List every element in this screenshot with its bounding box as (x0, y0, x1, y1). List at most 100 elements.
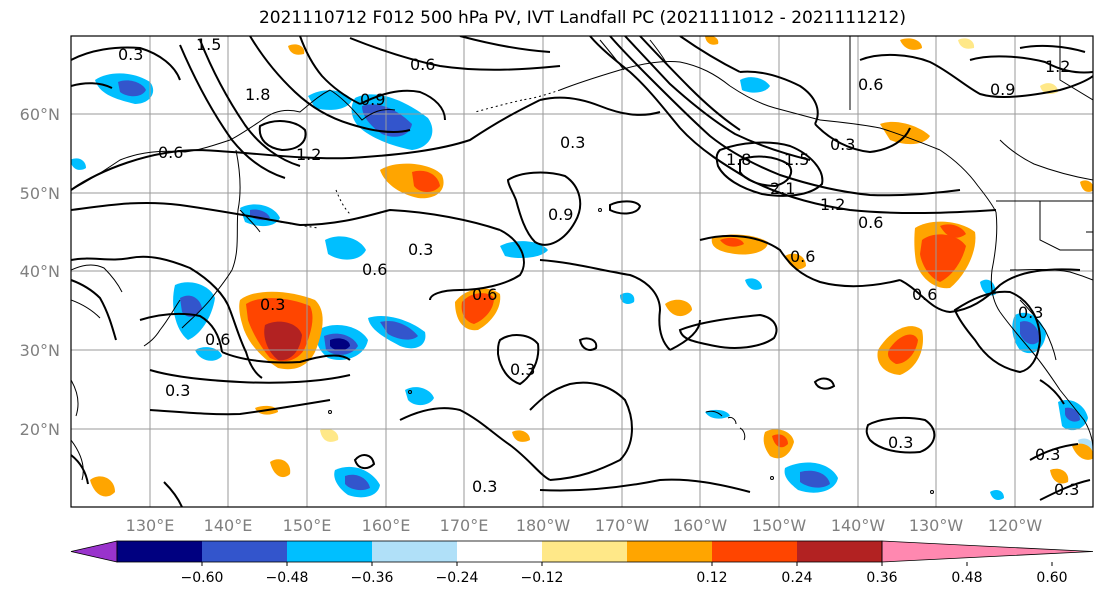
lon-label: 160°W (673, 516, 728, 535)
pv-positive-area (270, 459, 291, 478)
contour-labels: 0.3 0.3 0.3 0.3 0.3 0.3 0.3 0.3 0.3 0.3 … (118, 35, 1079, 499)
colorbar-segment (457, 541, 542, 562)
colorbar-extension-low (70, 540, 118, 563)
lon-label: 150°W (752, 516, 807, 535)
pv-positive-area (461, 293, 494, 324)
pv-negative-area (800, 470, 830, 488)
colorbar-segment (117, 541, 202, 562)
pv-positive-area (888, 334, 918, 364)
contour-label: 0.9 (990, 80, 1015, 99)
lon-label: 180°W (516, 516, 571, 535)
contour-label: 0.3 (260, 295, 285, 314)
colorbar-tick-label: 0.12 (696, 570, 727, 586)
lon-label: 140°E (204, 516, 253, 535)
colorbar: −0.60 −0.48 −0.36 −0.24 −0.12 0.12 0.24 0.36 0.4… (70, 540, 1094, 586)
contour-label: 0.3 (165, 381, 190, 400)
pv-positive-area (720, 237, 744, 247)
pv-contours (71, 36, 1093, 507)
pv-positive-area (940, 224, 966, 238)
contour-label: 1.2 (296, 145, 321, 164)
contour-label: 0.6 (410, 55, 435, 74)
pv-negative-area (308, 90, 352, 110)
contour-label: 1.5 (784, 150, 809, 169)
pv-negative-area (180, 295, 202, 317)
pv-negative-area (740, 77, 770, 93)
contour-label: 0.6 (858, 213, 883, 232)
pv-negative-area (405, 387, 434, 406)
colorbar-tick-label: −0.24 (436, 570, 479, 586)
pv-negative-area (745, 278, 762, 290)
contour-label: 0.3 (1054, 480, 1079, 499)
pv-positive-area (772, 434, 788, 448)
pv-positive-area (958, 38, 975, 49)
contour-label: 0.9 (548, 205, 573, 224)
lat-label: 40°N (20, 262, 60, 281)
pv-negative-area (325, 236, 366, 260)
pv-negative-area (71, 158, 86, 170)
contour-label: 0.6 (472, 285, 497, 304)
pv-negative-area (195, 347, 222, 361)
colorbar-tick-label: −0.48 (266, 570, 309, 586)
pv-positive-area (1050, 468, 1069, 484)
pv-negative-area (380, 320, 418, 340)
contour-label: 1.2 (820, 195, 845, 214)
contour-label: 1.8 (245, 85, 270, 104)
colorbar-tick-label: 0.48 (951, 570, 982, 586)
lon-label: 120°W (988, 516, 1043, 535)
pv-positive-area (1080, 180, 1093, 192)
contour-label: 1.8 (726, 150, 751, 169)
map-title: 2021110712 F012 500 hPa PV, IVT Landfall… (258, 8, 906, 28)
pv-negative-area (345, 474, 370, 491)
pv-positive-area (412, 170, 440, 192)
contour-label: 2.1 (770, 179, 795, 198)
latitude-labels: 60°N 50°N 40°N 30°N 20°N (20, 105, 60, 439)
graticule (71, 36, 1093, 507)
lon-label: 150°E (283, 516, 332, 535)
colorbar-tick-label: 0.36 (866, 570, 897, 586)
contour-label: 0.6 (205, 330, 230, 349)
lon-label: 130°W (909, 516, 964, 535)
lon-label: 170°W (595, 516, 650, 535)
longitude-labels: 130°E 140°E 150°E 160°E 170°E 180°W 170°… (126, 516, 1043, 535)
colorbar-extension-high (881, 540, 1094, 563)
contour-label: 0.3 (118, 45, 143, 64)
contour-label: 1.2 (1045, 57, 1070, 76)
pv-negative-area (330, 338, 350, 351)
pv-positive-area (512, 430, 530, 442)
contour-label: 0.3 (408, 240, 433, 259)
colorbar-frame (116, 540, 883, 563)
pv-negative-area (1020, 321, 1040, 345)
colorbar-segment (797, 541, 882, 562)
contour-label: 1.5 (196, 35, 221, 54)
colorbar-segment (712, 541, 797, 562)
pv-positive-area (665, 299, 692, 317)
pv-positive-area (264, 321, 302, 361)
contour-label: 0.3 (888, 433, 913, 452)
lat-label: 30°N (20, 341, 60, 360)
lon-label: 170°E (440, 516, 489, 535)
contour-label: 0.9 (360, 90, 385, 109)
colorbar-tick-label: 0.60 (1036, 570, 1067, 586)
pv-negative-area (990, 490, 1004, 500)
pv-negative-area (500, 241, 548, 258)
contour-label: 0.3 (510, 360, 535, 379)
lon-label: 130°E (126, 516, 175, 535)
pv-positive-area (1072, 443, 1093, 460)
lat-label: 20°N (20, 420, 60, 439)
lon-label: 140°W (831, 516, 886, 535)
lat-label: 60°N (20, 105, 60, 124)
contour-label: 0.6 (790, 247, 815, 266)
pv-negative-area (705, 409, 730, 419)
colorbar-tick-label: −0.36 (351, 570, 394, 586)
contour-label: 0.3 (830, 135, 855, 154)
contour-label: 0.3 (1035, 445, 1060, 464)
colorbar-segment (372, 541, 457, 562)
colorbar-segment (287, 541, 372, 562)
pv-positive-area (900, 38, 922, 50)
contour-label: 0.6 (858, 75, 883, 94)
colorbar-segment (542, 541, 627, 562)
contour-label: 0.3 (1018, 303, 1043, 322)
contour-label: 0.6 (158, 143, 183, 162)
colorbar-tick-label: −0.12 (521, 570, 564, 586)
